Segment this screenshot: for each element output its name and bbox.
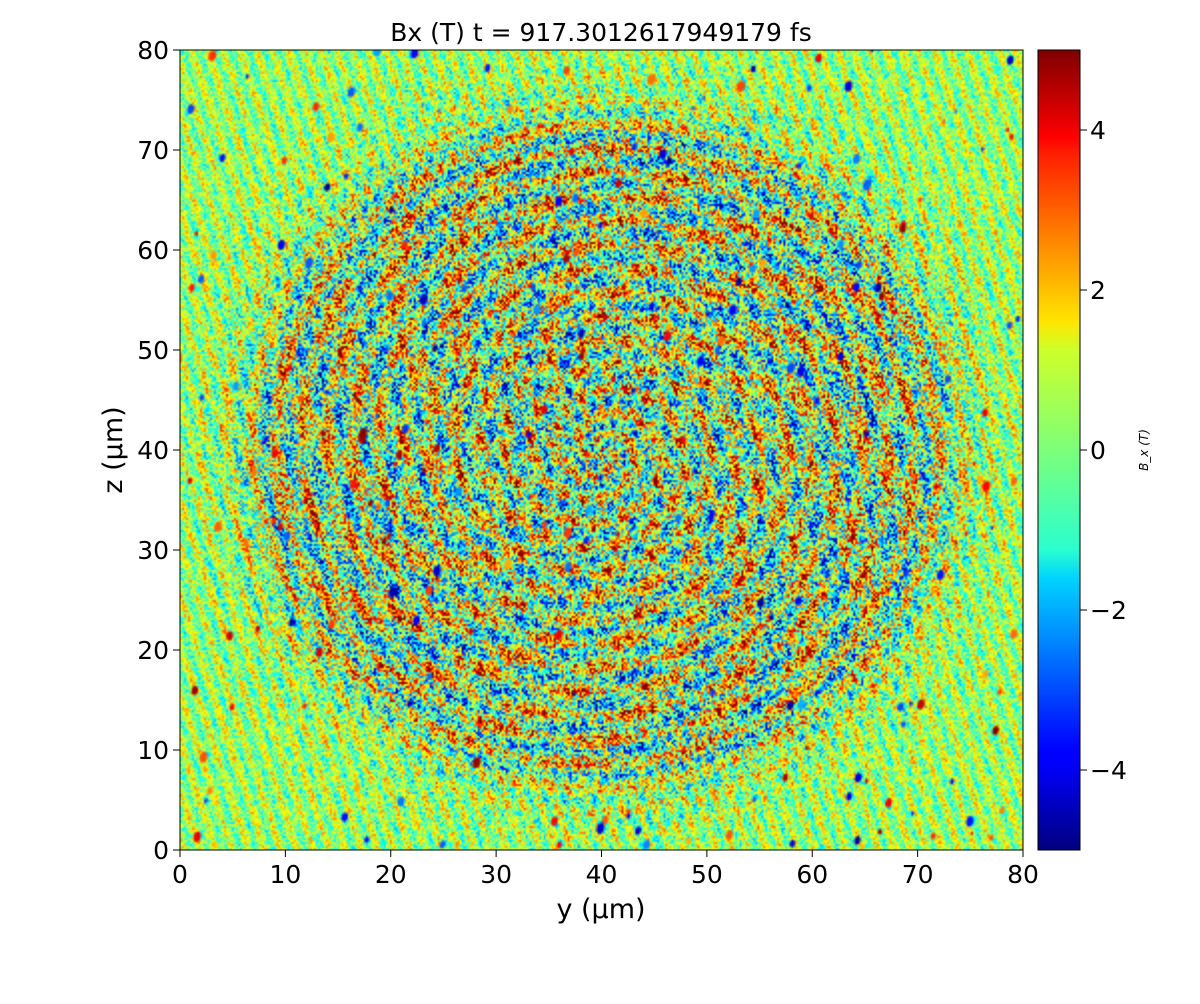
y-tick-label: 80 <box>137 36 169 65</box>
x-axis-label-name: y <box>556 894 572 925</box>
x-tick-label: 80 <box>1007 860 1039 889</box>
x-axis-ticks: 0 10 20 30 40 50 60 70 80 <box>172 850 1039 889</box>
y-tick-label: 30 <box>137 536 169 565</box>
x-tick-label: 50 <box>691 860 723 889</box>
colorbar-tick-label: 4 <box>1090 116 1106 145</box>
x-tick-label: 60 <box>796 860 828 889</box>
y-tick-label: 70 <box>137 136 169 165</box>
y-axis-label-unit: (μm) <box>98 406 129 471</box>
x-tick-label: 40 <box>586 860 618 889</box>
x-tick-label: 10 <box>269 860 301 889</box>
x-tick-label: 70 <box>902 860 934 889</box>
colorbar-tick-label: −4 <box>1090 756 1127 785</box>
x-tick-label: 0 <box>172 860 188 889</box>
y-tick-label: 50 <box>137 336 169 365</box>
colorbar-ticks: −4 −2 0 2 4 <box>1080 116 1127 785</box>
colorbar-tick-label: 0 <box>1090 436 1106 465</box>
y-tick-label: 60 <box>137 236 169 265</box>
y-tick-label: 10 <box>137 736 169 765</box>
chart-title: Bx (T) t = 917.3012617949179 fs <box>390 18 811 47</box>
x-axis-label: y (μm) <box>556 894 645 925</box>
y-tick-label: 40 <box>137 436 169 465</box>
colorbar-label: B_x (T) <box>1137 429 1151 471</box>
colorbar-gradient <box>1037 49 1081 851</box>
colorbar: −4 −2 0 2 4 B_x (T) <box>1037 49 1151 851</box>
x-axis-label-unit: (μm) <box>581 894 646 925</box>
y-tick-label: 0 <box>153 836 169 865</box>
heatmap-plot-area <box>180 50 1023 850</box>
heatmap-image <box>180 50 1023 850</box>
colorbar-tick-label: −2 <box>1090 596 1127 625</box>
y-axis-label-name: z <box>98 479 129 493</box>
colorbar-tick-label: 2 <box>1090 276 1106 305</box>
y-axis-ticks: 0 10 20 30 40 50 60 70 80 <box>137 36 180 865</box>
y-axis-label: z (μm) <box>98 406 129 493</box>
x-tick-label: 20 <box>375 860 407 889</box>
x-tick-label: 30 <box>480 860 512 889</box>
y-tick-label: 20 <box>137 636 169 665</box>
